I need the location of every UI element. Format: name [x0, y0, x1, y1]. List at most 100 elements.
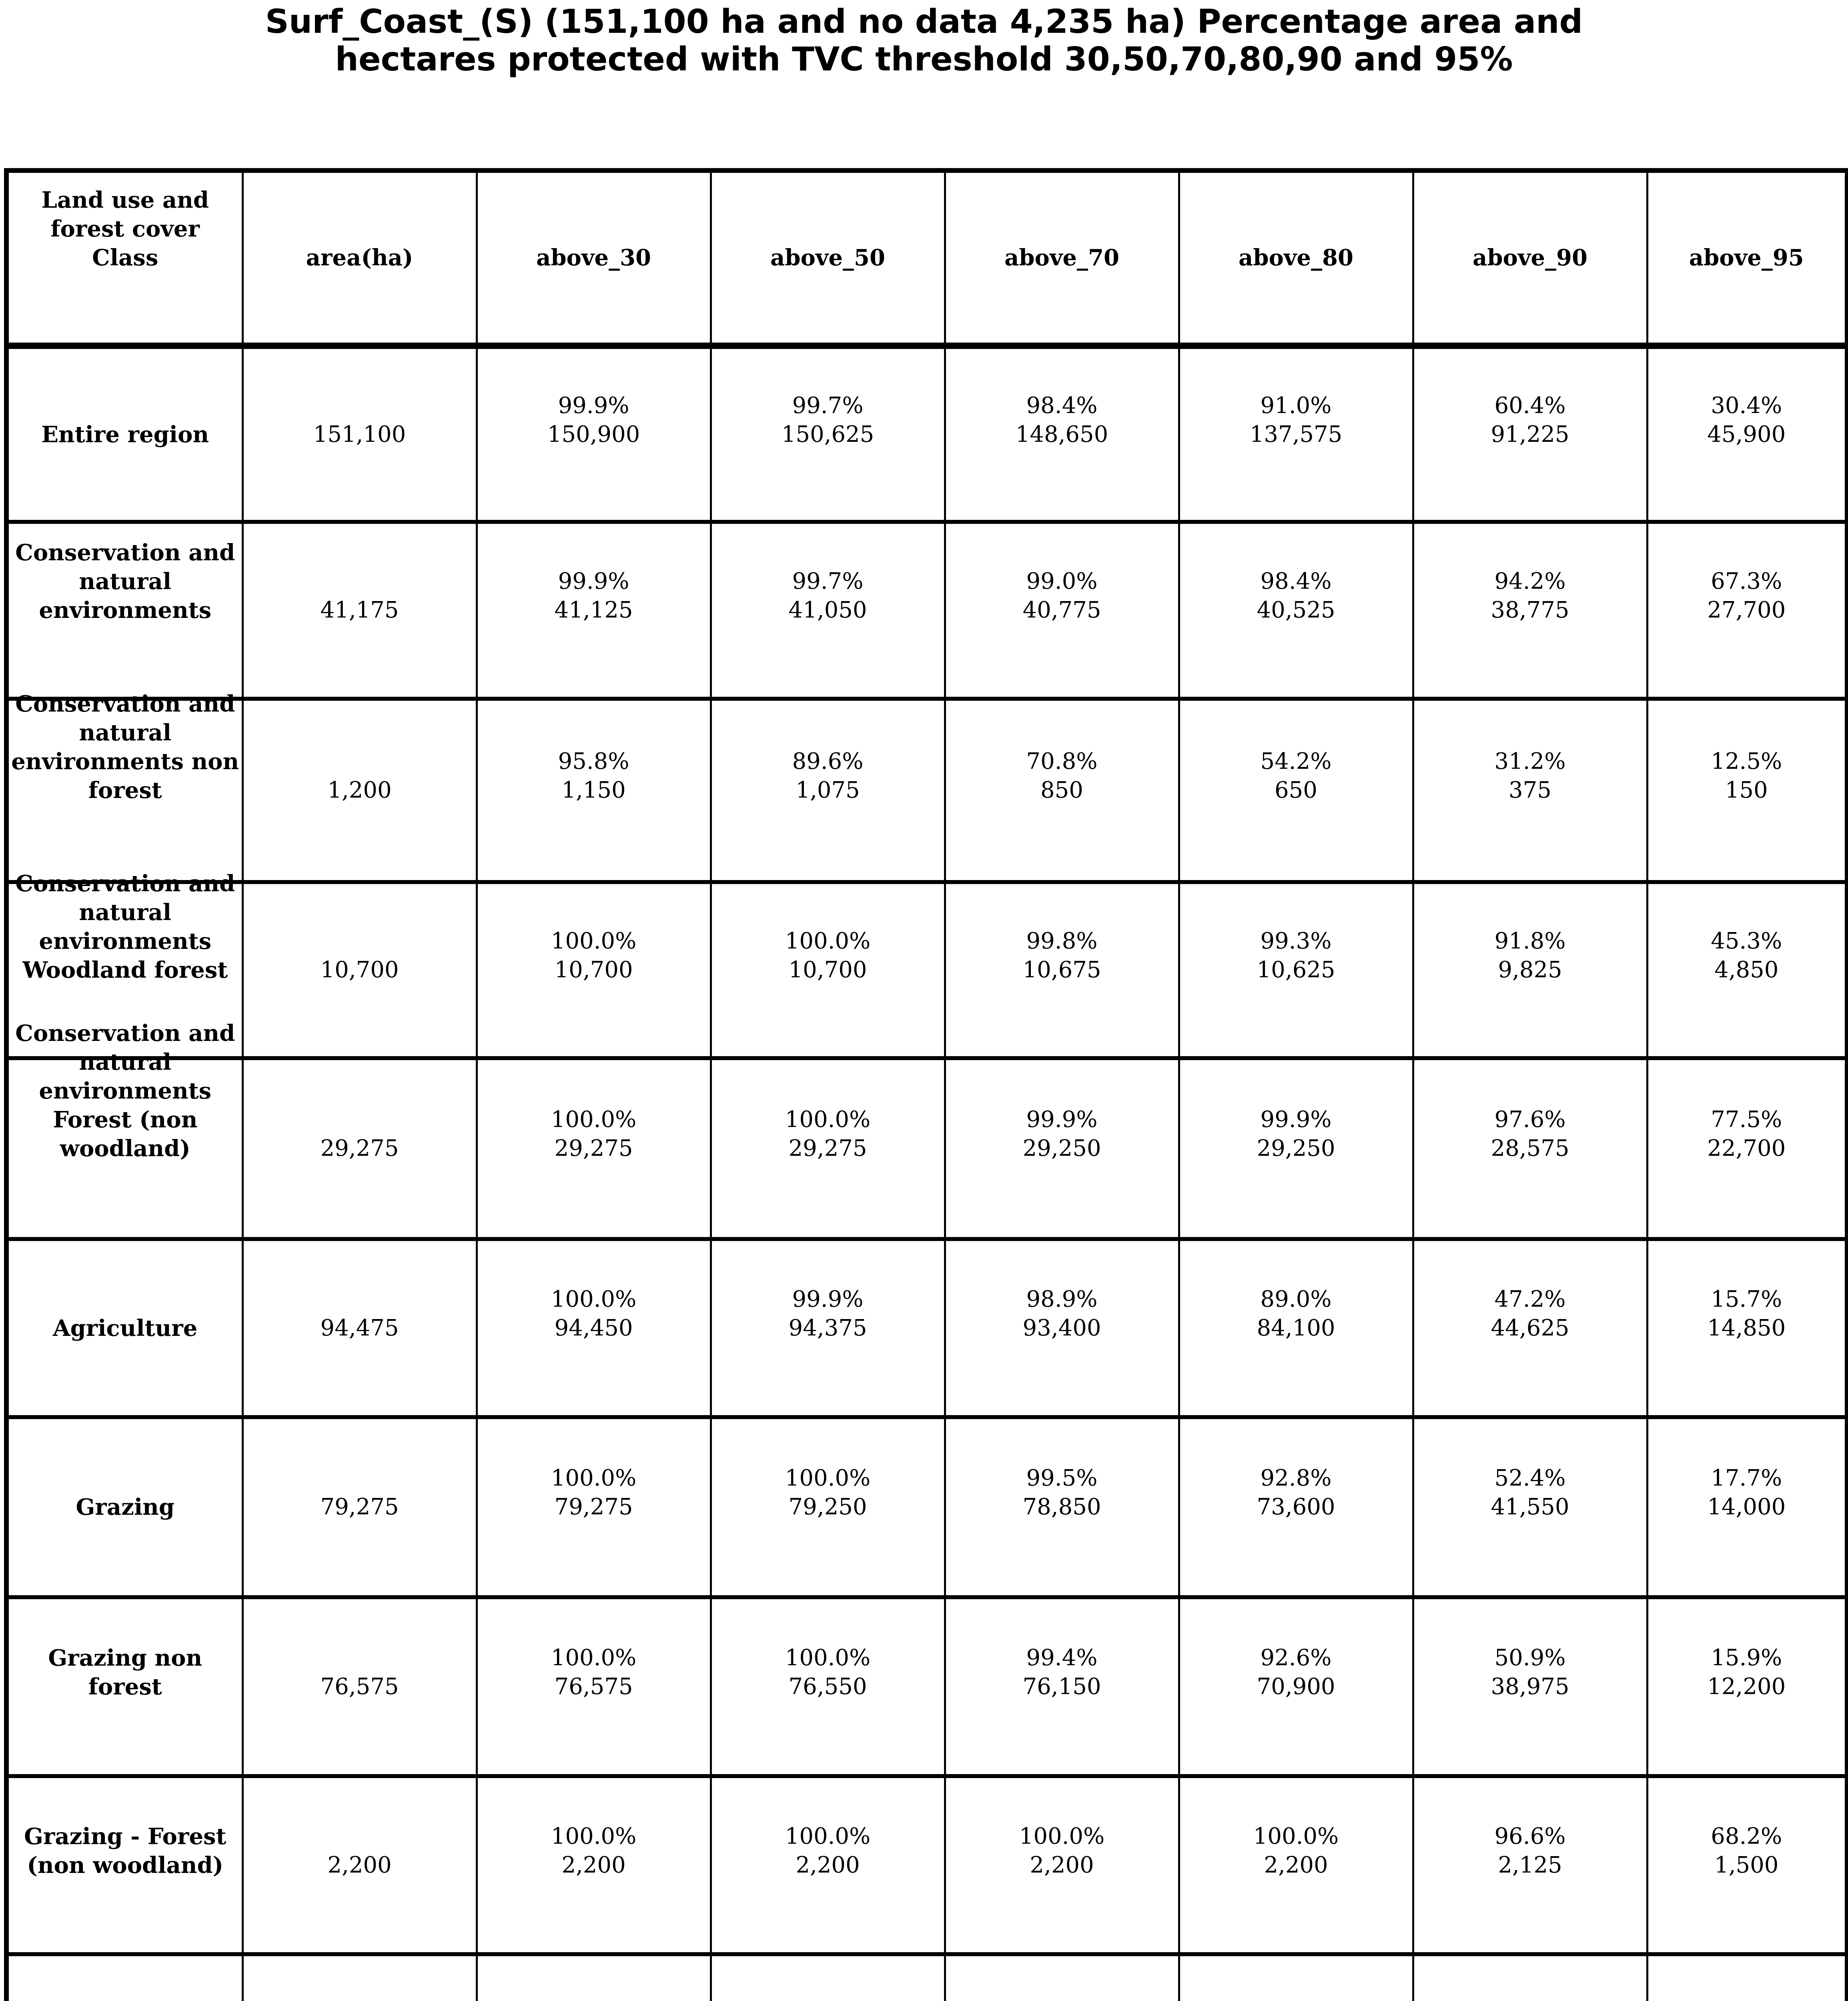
column-header-4: above_70 — [944, 168, 1180, 349]
area-value: 76,575 — [320, 1673, 399, 1700]
hectares-value: 2,200 — [1264, 1852, 1328, 1878]
percent-value: 92.6% — [1260, 1644, 1332, 1671]
row-label: Agriculture — [53, 1315, 198, 1341]
threshold-cell: 15.9% 12,200 — [1646, 1595, 1848, 1778]
hectares-value: 14,850 — [1707, 1315, 1786, 1341]
threshold-cell-content: 98.9% 93,400 — [948, 1285, 1177, 1343]
threshold-cell: 92.6% 70,900 — [1178, 1595, 1414, 1778]
row-label: Entire region — [41, 421, 209, 448]
threshold-cell: 98.4% 148,650 — [944, 344, 1180, 524]
column-header-text: above_80 — [1239, 245, 1353, 271]
threshold-cell-content: 17.7% 14,000 — [1650, 1464, 1844, 1522]
hectares-value: 79,250 — [788, 1494, 867, 1520]
threshold-cell: 15.7% 14,850 — [1646, 1237, 1848, 1419]
threshold-cell: 99.7% 41,050 — [710, 520, 946, 701]
percent-value: 100.0% — [1019, 1823, 1105, 1849]
table-row: Conservation and natural environments Wo… — [5, 870, 1848, 1060]
column-header-7: above_95 — [1646, 168, 1848, 349]
threshold-cell: 100.0% 76,550 — [710, 1595, 946, 1778]
area-cell: 1,200 — [241, 697, 478, 884]
column-header-0: Land use and forest cover Class — [5, 168, 244, 349]
threshold-cell: 94.2% 38,775 — [1412, 520, 1648, 701]
hectares-value: 76,575 — [554, 1673, 633, 1700]
threshold-cell-content: 100.0% 76,575 — [479, 1644, 708, 1701]
row-label-cell: Grazing - Forest (non woodland) — [5, 1774, 244, 1956]
threshold-cell: 95.8% 1,150 — [475, 697, 712, 884]
threshold-cell: 5.2%725 — [1646, 1952, 1848, 2001]
threshold-cell-content: 5.2%725 — [1650, 1998, 1844, 2001]
threshold-cell-content: 99.9% 150,900 — [479, 391, 708, 449]
percent-value: 98.4% — [1026, 392, 1098, 419]
hectares-value: 27,700 — [1707, 597, 1786, 623]
threshold-cell-content: 100.0% 2,200 — [479, 1822, 708, 1880]
threshold-cell: 77.5% 22,700 — [1646, 1056, 1848, 1241]
hectares-value: 10,700 — [554, 957, 633, 983]
row-label: Grazing non forest — [48, 1644, 202, 1700]
column-header-text: above_95 — [1689, 245, 1804, 271]
threshold-cell-content: 100.0% 2,200 — [1182, 1822, 1411, 1880]
threshold-cell-content: 99.8%14,025 — [479, 1998, 708, 2001]
threshold-cell: 100.0% 79,250 — [710, 1415, 946, 1599]
threshold-cell: 100.0% 29,275 — [475, 1056, 712, 1241]
threshold-cell-content: 97.6% 28,575 — [1416, 1105, 1645, 1163]
row-label-cell: Grazing non forest — [5, 1595, 244, 1778]
hectares-value: 2,200 — [1030, 1852, 1094, 1878]
table-row: Conservation and natural environments 41,… — [5, 520, 1848, 701]
hectares-value: 9,825 — [1498, 957, 1562, 983]
hectares-value: 76,150 — [1022, 1673, 1101, 1700]
area-value: 1,200 — [327, 777, 392, 803]
threshold-cell: 99.8%14,025 — [475, 1952, 712, 2001]
threshold-cell-content: 100.0% 2,200 — [714, 1822, 942, 1880]
threshold-cell-content: 100.0% 29,275 — [479, 1105, 708, 1163]
hectares-value: 29,275 — [788, 1135, 867, 1161]
header-row: Land use and forest cover Class area(ha) a… — [5, 168, 1848, 349]
threshold-cell-content: 89.6% 1,075 — [714, 747, 942, 805]
percent-value: 99.9% — [1260, 1107, 1332, 1133]
percent-value: 99.0% — [1026, 568, 1098, 594]
row-label-cell: Entire region — [5, 344, 244, 524]
hectares-value: 1,150 — [561, 777, 626, 803]
column-header-6: above_90 — [1412, 168, 1648, 349]
percent-value: 99.9% — [792, 1286, 864, 1312]
column-header-3: above_50 — [710, 168, 946, 349]
threshold-cell: 99.0% 40,775 — [944, 520, 1180, 701]
threshold-cell-content: 100.0% 76,550 — [714, 1644, 942, 1701]
threshold-cell: 99.5%13,975 — [710, 1952, 946, 2001]
hectares-value: 41,125 — [554, 597, 633, 623]
percent-value: 31.2% — [1494, 748, 1566, 774]
threshold-cell-content: 99.4% 76,150 — [948, 1644, 1177, 1701]
threshold-cell-content: 99.9% 41,125 — [479, 567, 708, 625]
threshold-cell: 99.3% 10,625 — [1178, 880, 1414, 1060]
area-value: 94,475 — [320, 1315, 399, 1341]
threshold-cell-content: 67.3% 27,700 — [1650, 567, 1844, 625]
hectares-value: 94,375 — [788, 1315, 867, 1341]
percent-value: 100.0% — [785, 1644, 871, 1671]
percent-value: 100.0% — [551, 1107, 637, 1133]
row-label: Conservation and natural environments no… — [11, 691, 239, 804]
threshold-cell: 99.9% 29,250 — [944, 1056, 1180, 1241]
hectares-value: 29,275 — [554, 1135, 633, 1161]
percent-value: 99.9% — [558, 568, 629, 594]
percent-value: 77.5% — [1711, 1107, 1782, 1133]
threshold-cell-content: 60.4% 91,225 — [1416, 391, 1645, 449]
column-header-text: above_50 — [770, 245, 885, 271]
hectares-value: 2,200 — [796, 1852, 860, 1878]
percent-value: 30.4% — [1711, 392, 1782, 419]
threshold-cell-content: 70.8% 850 — [948, 747, 1177, 805]
threshold-cell-content: 99.9% 94,375 — [714, 1285, 942, 1343]
hectares-value: 73,600 — [1257, 1494, 1335, 1520]
threshold-cell-content: 45.3% 4,850 — [1650, 927, 1844, 984]
threshold-cell: 31.2% 375 — [1412, 697, 1648, 884]
threshold-cell-content: 18.7%2,625 — [1416, 1998, 1645, 2001]
percent-value: 67.3% — [1711, 568, 1782, 594]
threshold-cell-content: 95.4%13,400 — [948, 1998, 1177, 2001]
hectares-value: 70,900 — [1257, 1673, 1335, 1700]
percent-value: 89.6% — [792, 748, 864, 774]
threshold-cell: 18.7%2,625 — [1412, 1952, 1648, 2001]
hectares-value: 10,675 — [1022, 957, 1101, 983]
page-title: Surf_Coast_(S) (151,100 ha and no data 4… — [0, 3, 1848, 78]
hectares-value: 40,525 — [1257, 597, 1335, 623]
hectares-value: 94,450 — [554, 1315, 633, 1341]
area-cell: 151,100 — [241, 344, 478, 524]
